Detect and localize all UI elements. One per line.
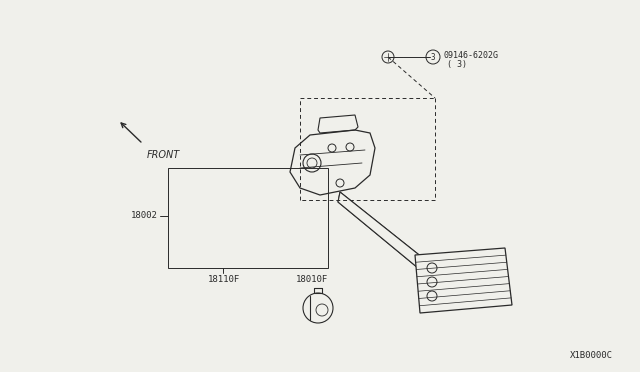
Text: 18110F: 18110F [208, 275, 240, 284]
Text: 09146-6202G: 09146-6202G [443, 51, 498, 60]
Polygon shape [415, 248, 512, 313]
Text: 18002: 18002 [131, 212, 158, 221]
Text: 18010F: 18010F [296, 275, 328, 284]
Text: ( 3): ( 3) [447, 60, 467, 68]
Polygon shape [338, 192, 428, 268]
Text: 3: 3 [431, 52, 435, 61]
Text: X1B0000C: X1B0000C [570, 351, 613, 360]
Bar [168, 168, 328, 268]
Text: FRONT: FRONT [147, 150, 180, 160]
